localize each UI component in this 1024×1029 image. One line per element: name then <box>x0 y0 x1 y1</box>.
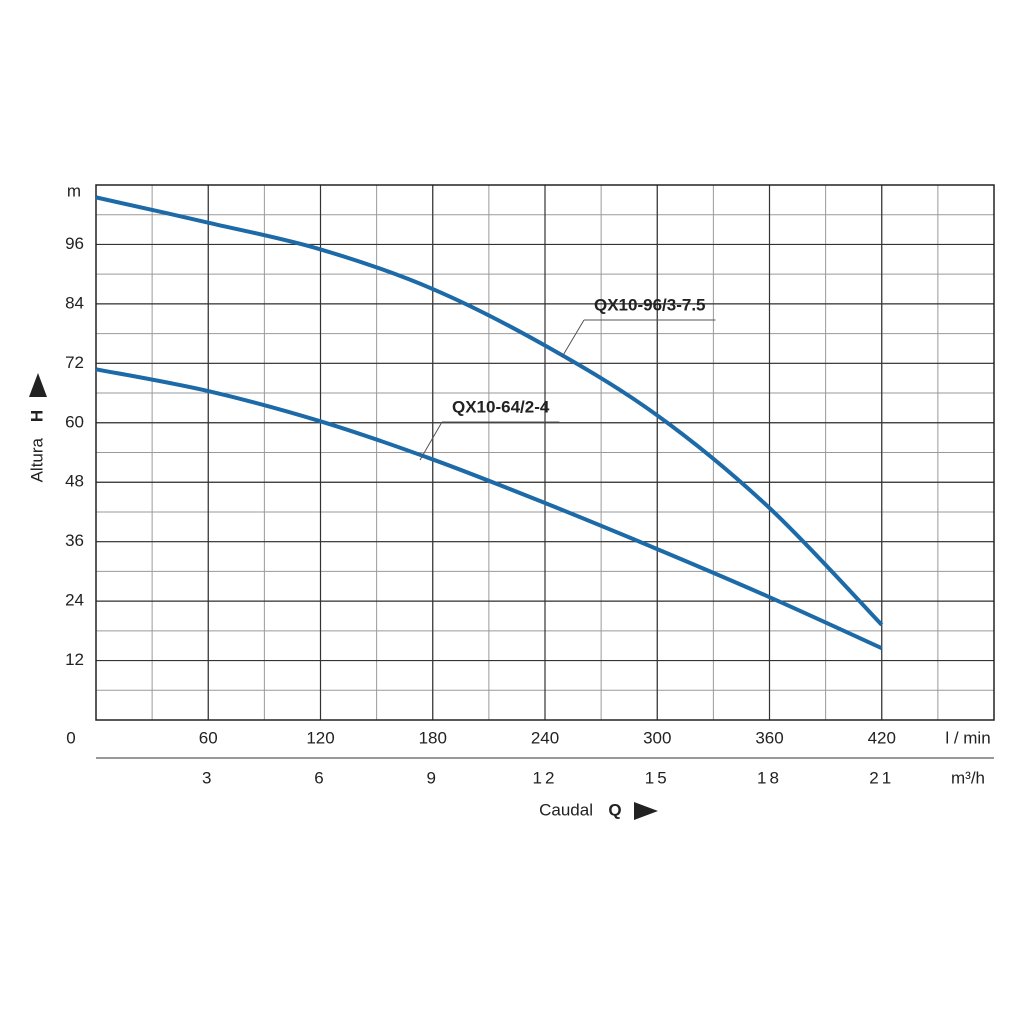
x-tick-label: 0 <box>66 728 75 747</box>
x-tick-label: 240 <box>531 728 559 747</box>
series-line <box>95 195 884 627</box>
y-tick-label: 12 <box>65 650 84 669</box>
x2-tick-label: 9 <box>427 768 439 787</box>
y-tick-label: 84 <box>65 293 84 312</box>
y-tick-label: 36 <box>65 531 84 550</box>
x2-tick-label: 6 <box>314 768 326 787</box>
x2-tick-label: 21 <box>869 768 894 787</box>
x-axis-symbol: Q <box>608 800 621 819</box>
x-tick-label: 360 <box>755 728 783 747</box>
x2-tick-label: 15 <box>645 768 670 787</box>
y-axis-arrow <box>29 373 47 397</box>
leader-line <box>419 421 443 461</box>
x-axis-label: Caudal <box>539 800 593 819</box>
y-axis-symbol: H <box>27 410 46 422</box>
x-tick-label: 60 <box>199 728 218 747</box>
x-tick-label: 120 <box>306 728 334 747</box>
series-label: QX10-96/3-7.5 <box>594 295 706 314</box>
x2-tick-label: 3 <box>202 768 214 787</box>
y-axis-label-group: Altura H <box>27 373 47 482</box>
y-tick-label: 96 <box>65 234 84 253</box>
x2-tick-label: 12 <box>533 768 558 787</box>
x-tick-label: 300 <box>643 728 671 747</box>
y-unit: m <box>67 181 81 200</box>
y-tick-label: 24 <box>65 591 84 610</box>
series-label: QX10-64/2-4 <box>452 397 550 416</box>
x2-unit: m³/h <box>951 768 985 787</box>
y-tick-label: 48 <box>65 472 84 491</box>
x-unit: l / min <box>945 728 990 747</box>
y-tick-label: 60 <box>65 412 84 431</box>
x-tick-label: 420 <box>868 728 896 747</box>
y-tick-label: 72 <box>65 353 84 372</box>
plot-frame <box>95 184 995 721</box>
x-tick-label: 180 <box>419 728 447 747</box>
series-line <box>95 367 883 650</box>
y-axis-label: Altura <box>27 437 46 482</box>
x2-tick-label: 18 <box>757 768 782 787</box>
x-axis-arrow <box>634 802 658 820</box>
leader-line <box>561 319 585 358</box>
